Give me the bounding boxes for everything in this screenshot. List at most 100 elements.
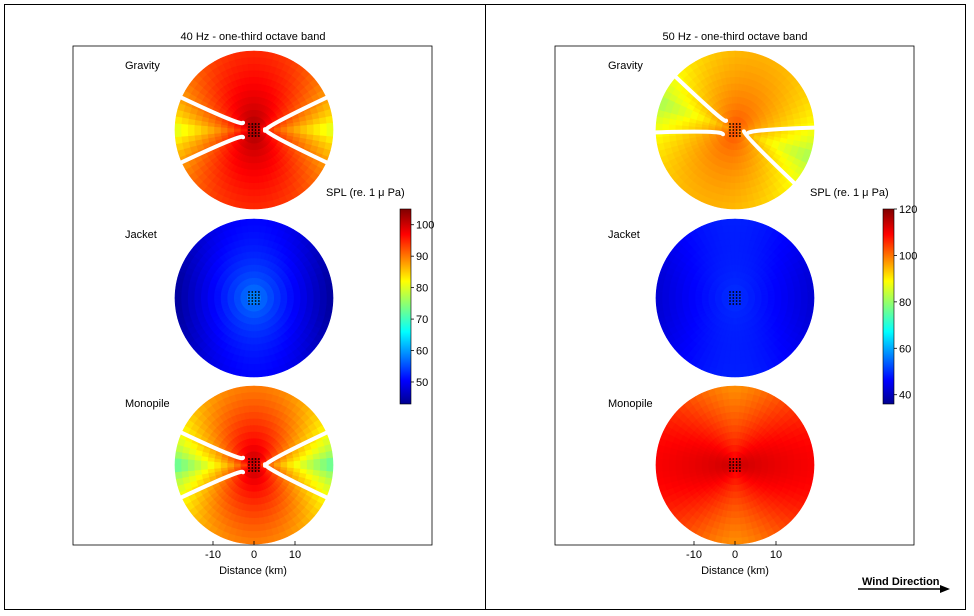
- turbine-marker: [251, 123, 254, 125]
- turbine-marker: [254, 126, 257, 128]
- turbine-marker: [251, 135, 254, 137]
- notch-contour: [654, 75, 729, 137]
- turbine-marker: [258, 464, 260, 466]
- disk-gravity: [174, 50, 334, 210]
- turbine-marker: [254, 291, 257, 293]
- notch-contour: [179, 95, 246, 165]
- turbine-marker: [739, 300, 741, 302]
- turbine-marker: [729, 291, 731, 293]
- turbine-marker: [254, 300, 257, 302]
- x-axis-ticks: -10 0 10: [205, 541, 301, 561]
- turbine-marker: [735, 129, 738, 131]
- turbine-marker: [732, 303, 735, 305]
- turbine-marker: [732, 297, 735, 299]
- turbine-marker: [258, 129, 260, 131]
- x-tick-label: -10: [205, 549, 221, 561]
- turbine-marker: [739, 294, 741, 296]
- x-axis-label: Distance (km): [219, 565, 287, 577]
- series-label-gravity: Gravity: [125, 60, 160, 72]
- turbine-marker: [254, 470, 257, 472]
- turbine-marker: [735, 291, 738, 293]
- turbine-marker: [735, 126, 738, 128]
- turbine-marker: [254, 129, 257, 131]
- turbine-marker: [729, 132, 731, 134]
- sound-field-disks: [174, 50, 334, 545]
- turbine-marker: [248, 123, 250, 125]
- x-tick-label: 10: [289, 549, 301, 561]
- turbine-marker: [251, 126, 254, 128]
- turbine-marker: [251, 461, 254, 463]
- turbine-marker: [739, 291, 741, 293]
- turbine-marker: [739, 129, 741, 131]
- turbine-marker: [258, 458, 260, 460]
- turbine-marker: [248, 294, 250, 296]
- series-label-monopile: Monopile: [608, 398, 653, 410]
- turbine-marker: [254, 461, 257, 463]
- turbine-marker: [729, 294, 731, 296]
- turbine-marker: [254, 123, 257, 125]
- turbine-marker: [258, 135, 260, 137]
- colorbar-tick-label: 60: [416, 346, 428, 358]
- turbine-marker: [732, 123, 735, 125]
- turbine-marker: [254, 303, 257, 305]
- turbine-marker: [735, 297, 738, 299]
- colorbar-tick-label: 50: [416, 377, 428, 389]
- turbine-marker: [739, 126, 741, 128]
- turbine-marker: [248, 129, 250, 131]
- turbine-marker: [254, 464, 257, 466]
- x-tick-label: 0: [251, 549, 257, 561]
- turbine-marker: [739, 132, 741, 134]
- turbine-marker: [732, 132, 735, 134]
- turbine-marker: [248, 291, 250, 293]
- turbine-marker: [258, 126, 260, 128]
- turbine-marker: [254, 458, 257, 460]
- colorbar: [399, 208, 412, 405]
- sound-field-disks: [654, 50, 816, 545]
- turbine-marker: [254, 294, 257, 296]
- colorbar-tick-label: 100: [416, 220, 434, 232]
- notch-contour: [741, 125, 816, 185]
- turbine-marker: [251, 129, 254, 131]
- turbine-marker: [251, 470, 254, 472]
- chart-title: 40 Hz - one-third octave band: [181, 31, 326, 43]
- disk-jacket: [174, 218, 334, 378]
- turbine-marker: [258, 123, 260, 125]
- turbine-marker: [739, 303, 741, 305]
- colorbar-label: SPL (re. 1 μ Pa): [326, 187, 405, 199]
- turbine-marker: [251, 297, 254, 299]
- turbine-marker: [258, 132, 260, 134]
- disk-monopile: [655, 385, 815, 545]
- turbine-marker: [258, 467, 260, 469]
- turbine-marker: [248, 135, 250, 137]
- turbine-marker: [729, 126, 731, 128]
- turbine-marker: [251, 464, 254, 466]
- turbine-marker: [735, 300, 738, 302]
- turbine-marker: [251, 291, 254, 293]
- turbine-marker: [251, 300, 254, 302]
- turbine-marker: [248, 464, 250, 466]
- turbine-marker: [251, 458, 254, 460]
- turbine-marker: [729, 300, 731, 302]
- turbine-marker: [729, 123, 731, 125]
- turbine-marker: [735, 303, 738, 305]
- series-label-monopile: Monopile: [125, 398, 170, 410]
- series-label-gravity: Gravity: [608, 60, 643, 72]
- colorbar-tick-label: 80: [416, 283, 428, 295]
- turbine-marker: [732, 135, 735, 137]
- turbine-marker: [248, 300, 250, 302]
- turbine-marker: [258, 297, 260, 299]
- turbine-marker: [254, 132, 257, 134]
- turbine-marker: [251, 294, 254, 296]
- turbine-marker: [248, 461, 250, 463]
- turbine-marker: [254, 135, 257, 137]
- turbine-marker: [254, 467, 257, 469]
- turbine-marker: [258, 300, 260, 302]
- turbine-marker: [729, 297, 731, 299]
- turbine-marker: [739, 297, 741, 299]
- turbine-marker: [248, 126, 250, 128]
- turbine-marker: [248, 467, 250, 469]
- colorbar-tick-label: 70: [416, 314, 428, 326]
- turbine-marker: [735, 132, 738, 134]
